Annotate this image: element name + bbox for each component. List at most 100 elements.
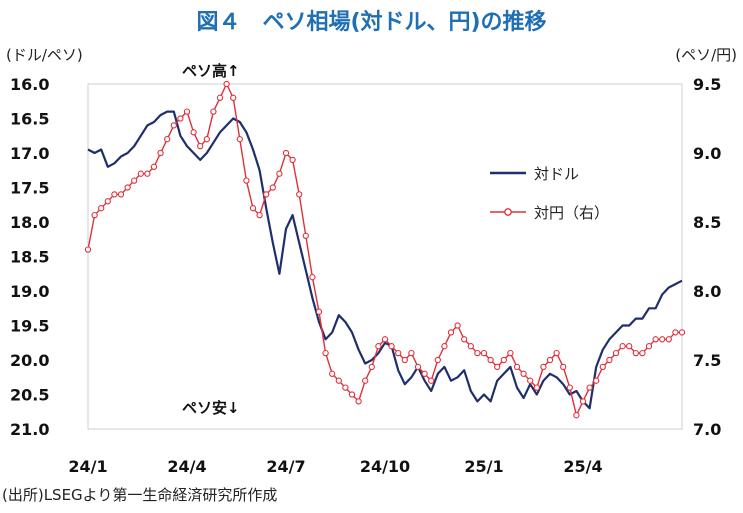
series-jpy-point <box>612 349 620 357</box>
series-jpy-point <box>428 377 435 384</box>
series-jpy-point <box>289 156 296 164</box>
left-tick-label: 16.0 <box>10 75 49 94</box>
series-jpy-point <box>355 398 362 405</box>
x-tick-label: 24/7 <box>266 457 305 476</box>
left-tick-label: 16.5 <box>10 110 49 129</box>
series-jpy-point <box>84 246 92 253</box>
series-jpy-point <box>203 136 210 143</box>
left-tick-label: 17.5 <box>10 179 49 198</box>
series-jpy-point <box>487 356 494 364</box>
series-jpy-point <box>256 211 263 219</box>
series-jpy-point <box>335 377 342 384</box>
series-jpy-point <box>546 356 554 364</box>
series-jpy-point <box>434 356 441 364</box>
left-tick-label: 17.0 <box>10 144 49 163</box>
series-jpy-line <box>87 83 682 416</box>
series-jpy-point <box>626 343 633 350</box>
series-jpy-point <box>190 129 197 136</box>
series-jpy-point <box>632 349 639 357</box>
right-axis-ticks: 9.5 9.0 8.5 8.0 7.5 7.0 <box>693 75 721 439</box>
series-jpy-point <box>441 343 448 350</box>
series-jpy-point <box>659 336 666 343</box>
series-jpy-point <box>454 322 461 329</box>
series-jpy-point <box>421 370 428 377</box>
series-jpy-point <box>164 136 171 143</box>
series-jpy-point <box>249 205 257 212</box>
series-jpy-point <box>513 363 521 371</box>
legend: 対ドル 対円（右） <box>490 165 609 222</box>
annotation-peso-weak: ペソ安↓ <box>182 399 240 417</box>
series-jpy-point <box>540 363 547 371</box>
legend-jpy-label: 対円（右） <box>534 204 609 222</box>
source-note: (出所)LSEGより第一生命経済研究所作成 <box>2 486 278 504</box>
series-layer <box>84 80 686 419</box>
series-jpy-point <box>276 170 283 177</box>
x-tick-label: 24/1 <box>68 457 107 476</box>
left-tick-label: 18.0 <box>10 213 49 232</box>
series-jpy-point <box>645 343 653 350</box>
series-jpy-point <box>507 349 514 357</box>
series-jpy-point <box>91 211 98 219</box>
series-jpy-point <box>236 136 243 143</box>
series-jpy-point <box>302 232 309 239</box>
series-jpy-point <box>494 363 501 371</box>
series-jpy-point <box>678 329 686 336</box>
series-jpy-point <box>500 356 507 364</box>
left-tick-label: 19.5 <box>10 317 49 336</box>
series-jpy-point <box>414 363 422 371</box>
series-jpy-point <box>230 94 237 101</box>
series-usd-line <box>87 110 683 410</box>
series-jpy-point <box>150 163 158 170</box>
right-tick-label: 8.0 <box>693 282 721 301</box>
series-jpy-point <box>639 349 646 357</box>
right-axis-unit: (ペソ/円) <box>675 46 737 64</box>
series-jpy-point <box>566 384 573 391</box>
series-jpy-point <box>170 122 177 129</box>
x-axis-ticks: 24/1 24/4 24/7 24/10 25/1 25/4 <box>68 457 602 476</box>
series-jpy-point <box>329 370 336 377</box>
series-jpy-point <box>672 329 679 336</box>
right-tick-label: 7.0 <box>693 420 721 439</box>
series-jpy-point <box>401 356 408 364</box>
x-tick-label: 24/4 <box>167 457 206 476</box>
left-axis-ticks: 16.0 16.5 17.0 17.5 18.0 18.5 19.0 19.5 20.0 20.5… <box>10 75 49 439</box>
series-jpy-point <box>124 184 131 191</box>
chart-title: 図４ ペソ相場(対ドル、円)の推移 <box>196 10 547 35</box>
left-tick-label: 21.0 <box>10 420 49 439</box>
series-jpy-point <box>243 177 250 184</box>
annotation-peso-strong: ペソ高↑ <box>182 62 240 80</box>
series-jpy-point <box>223 80 230 88</box>
right-tick-label: 7.5 <box>693 351 721 370</box>
series-jpy-point <box>111 191 118 198</box>
series-jpy-point <box>606 356 613 364</box>
series-jpy-point <box>263 191 270 198</box>
right-tick-label: 9.0 <box>693 144 721 163</box>
series-jpy-point <box>474 349 481 357</box>
right-tick-label: 8.5 <box>693 213 721 232</box>
plot-area-frame <box>87 83 683 430</box>
series-jpy-point <box>315 308 323 315</box>
left-tick-label: 19.0 <box>10 282 49 301</box>
series-jpy-point <box>348 391 356 398</box>
series-jpy-point <box>652 336 659 343</box>
series-jpy-point <box>210 108 217 115</box>
series-jpy-point <box>553 349 560 357</box>
series-jpy-point <box>388 343 395 350</box>
series-jpy-point <box>375 343 382 350</box>
series-jpy-point <box>447 329 455 336</box>
series-jpy-point <box>104 198 111 205</box>
left-tick-label: 20.5 <box>10 386 49 405</box>
series-jpy-point <box>533 384 540 391</box>
left-tick-label: 20.0 <box>10 351 49 370</box>
series-jpy-point <box>98 205 105 212</box>
series-jpy-point <box>619 343 626 350</box>
series-jpy-point <box>131 177 138 184</box>
series-jpy-point <box>461 336 468 343</box>
series-jpy-point <box>586 384 593 391</box>
series-jpy-point <box>362 377 369 384</box>
series-jpy-point <box>144 170 151 177</box>
series-jpy-point <box>177 115 184 122</box>
series-jpy-point <box>573 412 580 419</box>
series-jpy-point <box>467 343 474 350</box>
